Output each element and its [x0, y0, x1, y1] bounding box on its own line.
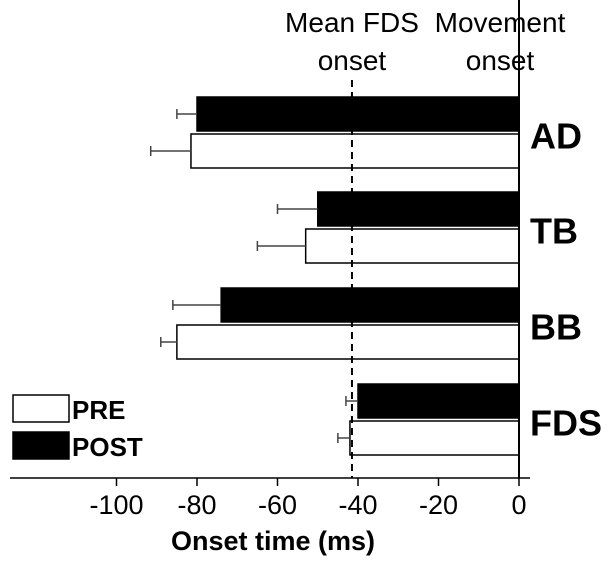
- errorbar-post-fds: [345, 396, 358, 406]
- errorbar-post-bb: [172, 300, 222, 310]
- legend: PRE POST: [12, 394, 143, 462]
- annotation-line: onset: [466, 45, 535, 76]
- errorbars-layer: [149, 109, 358, 443]
- annotation-line: Mean FDS: [285, 7, 419, 38]
- errorbar-pre-tb: [256, 241, 306, 251]
- bar-pre-tb: [304, 228, 520, 264]
- legend-swatch-post: [12, 431, 70, 460]
- errorbar-pre-bb: [160, 337, 177, 347]
- bar-post-tb: [317, 191, 520, 227]
- bar-post-bb: [220, 287, 520, 323]
- bar-post-fds: [357, 383, 520, 419]
- annotation-layer: Mean FDS onset Movement onset: [285, 7, 566, 76]
- category-label-fds: FDS: [530, 403, 602, 444]
- bar-pre-bb: [176, 324, 520, 360]
- errorbar-pre-fds: [337, 433, 350, 443]
- x-axis-label: Onset time (ms): [171, 526, 375, 556]
- legend-swatch-pre: [12, 394, 70, 423]
- x-ticks: -100 -80 -60 -40 -20 0: [89, 478, 527, 520]
- x-tick-label: -20: [419, 490, 458, 520]
- bars-layer: [176, 96, 520, 456]
- annotation-line: onset: [318, 45, 387, 76]
- x-tick-label: -100: [89, 490, 143, 520]
- legend-item-post: POST: [12, 431, 143, 462]
- bar-post-ad: [196, 96, 520, 132]
- errorbar-pre-ad: [149, 146, 191, 156]
- errorbar-post-tb: [276, 204, 318, 214]
- bar-pre-fds: [349, 420, 520, 456]
- category-label-ad: AD: [530, 116, 582, 157]
- bar-pre-ad: [190, 133, 520, 169]
- legend-item-pre: PRE: [12, 394, 125, 425]
- x-tick-label: -40: [338, 490, 377, 520]
- x-tick-label: -80: [177, 490, 216, 520]
- annotation-line: Movement: [435, 7, 566, 38]
- x-tick-label: 0: [511, 490, 526, 520]
- errorbar-post-ad: [176, 109, 197, 119]
- legend-label-pre: PRE: [72, 395, 125, 425]
- category-label-tb: TB: [530, 211, 578, 252]
- legend-label-post: POST: [72, 432, 143, 462]
- annotation-mean-fds-onset: Mean FDS onset: [285, 7, 419, 76]
- category-labels: AD TB BB FDS: [530, 116, 602, 444]
- category-label-bb: BB: [530, 307, 582, 348]
- x-tick-label: -60: [258, 490, 297, 520]
- annotation-movement-onset: Movement onset: [435, 7, 566, 76]
